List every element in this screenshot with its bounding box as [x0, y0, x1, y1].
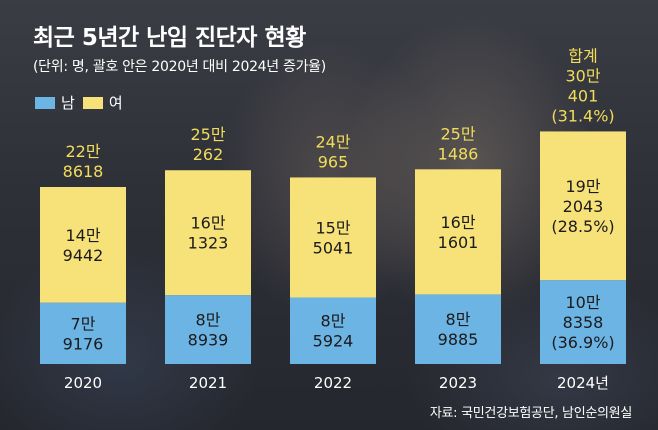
legend-item-female: 여: [82, 92, 123, 113]
label-male-2023-line-1: 9885: [438, 330, 479, 349]
label-female-2023-line-1: 1601: [438, 233, 479, 252]
label-female-2024년-line-0: 19만: [565, 177, 600, 196]
label-female-2021-line-0: 16만: [190, 214, 225, 233]
bar-female-2020: [40, 187, 126, 303]
label-female-2020-line-0: 14만: [65, 226, 100, 245]
bar-male-2020: [40, 302, 126, 364]
label-female-2024년-line-2: (28.5%): [551, 217, 614, 236]
label-male-2024년-line-1: 8358: [563, 313, 604, 332]
label-total-2022-line-0: 24만: [315, 132, 350, 151]
legend-item-male: 남: [35, 92, 75, 113]
label-male-2021-line-1: 8939: [188, 331, 229, 350]
bar-male-2024년: [540, 280, 626, 364]
label-total-2020-line-1: 8618: [63, 162, 104, 181]
label-male-2024년-line-2: (36.9%): [551, 333, 614, 352]
label-female-2022-line-1: 5041: [313, 238, 354, 257]
x-tick-2024년: 2024년: [557, 374, 609, 392]
source-note: 자료: 국민건강보험공단, 남인순의원실: [429, 406, 632, 421]
label-total-2021-line-1: 262: [193, 145, 224, 164]
label-total-2023-line-0: 25만: [440, 124, 475, 143]
label-male-2022-line-1: 5924: [313, 332, 354, 351]
label-female-2023-line-0: 16만: [440, 213, 475, 232]
label-total-2020-line-0: 22만: [65, 142, 100, 161]
label-male-2024년-line-0: 10만: [565, 293, 600, 312]
label-total-2021-line-0: 25만: [190, 125, 225, 144]
bar-female-2024년: [540, 131, 626, 281]
label-total-2022-line-1: 965: [318, 152, 349, 171]
bar-female-2023: [415, 169, 501, 295]
x-tick-2020: 2020: [64, 374, 102, 392]
legend-swatch-female: [82, 96, 103, 109]
legend: 남 여: [35, 92, 123, 113]
x-tick-2023: 2023: [439, 374, 477, 392]
legend-label-male: 남: [61, 94, 75, 112]
bar-male-2023: [415, 294, 501, 364]
bar-male-2021: [165, 295, 251, 364]
legend-label-female: 여: [108, 94, 123, 112]
label-total-2024년-line-1: 30만: [565, 66, 600, 85]
bar-female-2022: [290, 177, 376, 298]
label-total-2024년-line-3: (31.4%): [551, 106, 614, 125]
chart-title: 최근 5년간 난임 진단자 현황: [33, 25, 306, 51]
x-tick-2022: 2022: [314, 374, 352, 392]
label-male-2021-line-0: 8만: [196, 311, 221, 330]
label-total-2024년-line-2: 401: [568, 86, 599, 105]
label-male-2020-line-1: 9176: [63, 334, 104, 353]
x-tick-2021: 2021: [189, 374, 227, 392]
chart-subtitle: (단위: 명, 괄호 안은 2020년 대비 2024년 증가율): [33, 59, 326, 75]
label-male-2023-line-0: 8만: [446, 310, 471, 329]
label-female-2022-line-0: 15만: [315, 218, 350, 237]
label-male-2022-line-0: 8만: [321, 312, 346, 331]
label-female-2020-line-1: 9442: [63, 246, 104, 265]
bar-female-2021: [165, 170, 251, 296]
legend-swatch-male: [35, 96, 55, 109]
label-total-2023-line-1: 1486: [438, 144, 479, 163]
label-female-2024년-line-1: 2043: [563, 197, 604, 216]
label-female-2021-line-1: 1323: [188, 234, 229, 253]
bar-male-2022: [290, 297, 376, 364]
label-male-2020-line-0: 7만: [71, 314, 96, 333]
label-total-2024년-line-0: 합계: [568, 46, 597, 65]
